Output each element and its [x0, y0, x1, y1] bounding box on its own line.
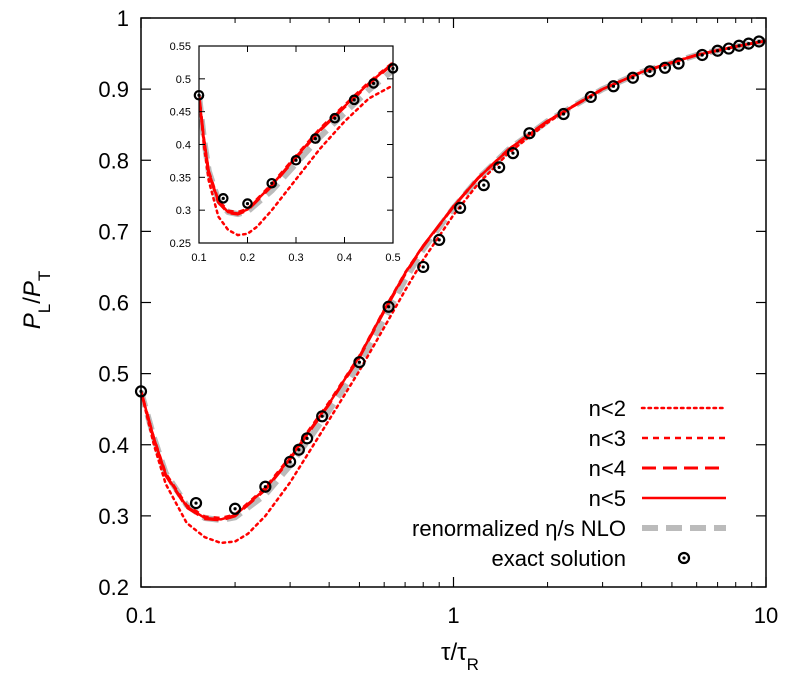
main-exact-solution-point: [228, 502, 242, 515]
inset-exact-solution-point: [348, 94, 360, 106]
main-exact-solution-point: [284, 455, 297, 468]
main-x-tick-label: 1: [447, 603, 459, 628]
inset-exact-solution-point: [266, 177, 278, 189]
legend-label: n<2: [589, 396, 626, 421]
inset-y-tick-label: 0.5: [176, 74, 191, 86]
legend-entry-n-2: n<2: [589, 396, 728, 421]
main-y-tick-label: 0.4: [98, 433, 129, 458]
inset-x-tick-label: 0.1: [191, 252, 206, 264]
main-exact-solution-point: [626, 71, 639, 84]
legend-label: n<3: [589, 426, 626, 451]
legend-entry-renormalized-s-nlo: renormalized η/s NLO: [412, 516, 726, 541]
main-exact-solution-point: [672, 57, 685, 70]
inset-x-tick-label: 0.2: [240, 252, 255, 264]
main-y-tick-label: 0.9: [98, 77, 129, 102]
main-exact-solution-point: [382, 300, 395, 313]
main-exact-solution-point: [433, 233, 446, 247]
main-exact-solution-point: [417, 260, 430, 274]
legend-entry-n-4: n<4: [589, 456, 726, 481]
inset-y-tick-label: 0.55: [170, 41, 191, 53]
legend-entry-n-3: n<3: [589, 426, 726, 451]
main-exact-solution-point: [292, 443, 305, 456]
main-exact-solution-point: [259, 480, 272, 493]
main-y-tick-label: 0.3: [98, 504, 129, 529]
main-exact-solution-point: [643, 65, 656, 78]
main-y-tick-label: 1: [117, 6, 129, 31]
main-exact-solution-point: [584, 90, 597, 104]
main-x-tick-label: 0.1: [126, 603, 157, 628]
tick-marks: 0.2 0.3 0.4 0.5 0.6 0.7 0.8 0.9 1 0.1 1 10 0.25 0.3 0.…: [98, 6, 778, 628]
main-exact-solution-point: [557, 107, 570, 121]
main-exact-solution-point: [696, 48, 709, 62]
main-y-tick-label: 0.7: [98, 219, 129, 244]
legend-label: n<4: [589, 456, 626, 481]
main-exact-solution-point: [300, 432, 314, 445]
inset-exact-solution-point: [329, 112, 341, 124]
main-exact-solution-point: [752, 35, 766, 48]
main-exact-solution-point: [523, 127, 536, 140]
inset-series-n-2: [199, 84, 393, 237]
main-exact-solution-point: [711, 44, 724, 57]
legend-label: renormalized η/s NLO: [412, 516, 626, 541]
inset-x-tick-label: 0.3: [288, 252, 303, 264]
legend-entry-n-5: n<5: [589, 486, 726, 511]
main-exact-solution-point: [607, 80, 620, 93]
inset-x-tick-label: 0.5: [385, 252, 400, 264]
inset-y-tick-label: 0.25: [170, 238, 191, 250]
main-y-tick-label: 0.8: [98, 148, 129, 173]
legend-entry-exact-solution: exact solution: [491, 546, 691, 571]
inset-exact-solution-point: [368, 78, 379, 89]
main-x-tick-label: 10: [754, 603, 778, 628]
legend: n<2 n<3 n<4 n<5 renormalized η/s NLO exact so…: [412, 396, 728, 571]
main-y-tick-label: 0.2: [98, 575, 129, 600]
inset-y-tick-label: 0.4: [176, 140, 191, 152]
main-exact-solution-point: [454, 201, 467, 215]
main-y-tick-label: 0.6: [98, 291, 129, 316]
inset-exact-solution-point: [242, 198, 253, 209]
legend-swatch-exact-solution: [677, 551, 691, 565]
main-exact-solution-point: [658, 61, 672, 74]
legend-label: exact solution: [491, 546, 626, 571]
inset-exact-solution-point: [290, 154, 302, 166]
main-exact-solution-point: [477, 179, 490, 192]
main-y-tick-label: 0.5: [98, 362, 129, 387]
x-axis-title: τ/τR: [441, 639, 479, 674]
y-axis-title: PL/PT: [19, 271, 54, 330]
legend-label: n<5: [589, 486, 626, 511]
inset-x-tick-label: 0.4: [337, 252, 352, 264]
inset-plot-series: [193, 61, 399, 237]
inset-y-tick-label: 0.3: [176, 205, 191, 217]
inset-series-n-5: [199, 62, 393, 215]
main-plot-series: [134, 35, 766, 545]
inset-exact-solution-point: [310, 133, 321, 144]
main-exact-solution-point: [493, 161, 506, 174]
inset-y-tick-label: 0.35: [170, 172, 191, 184]
main-exact-solution-point: [353, 356, 366, 369]
main-exact-solution-point: [189, 496, 203, 510]
inset-y-tick-label: 0.45: [170, 107, 191, 119]
inset-exact-solution-point: [217, 193, 229, 204]
main-exact-solution-point: [506, 147, 520, 160]
main-exact-solution-point: [316, 410, 329, 423]
